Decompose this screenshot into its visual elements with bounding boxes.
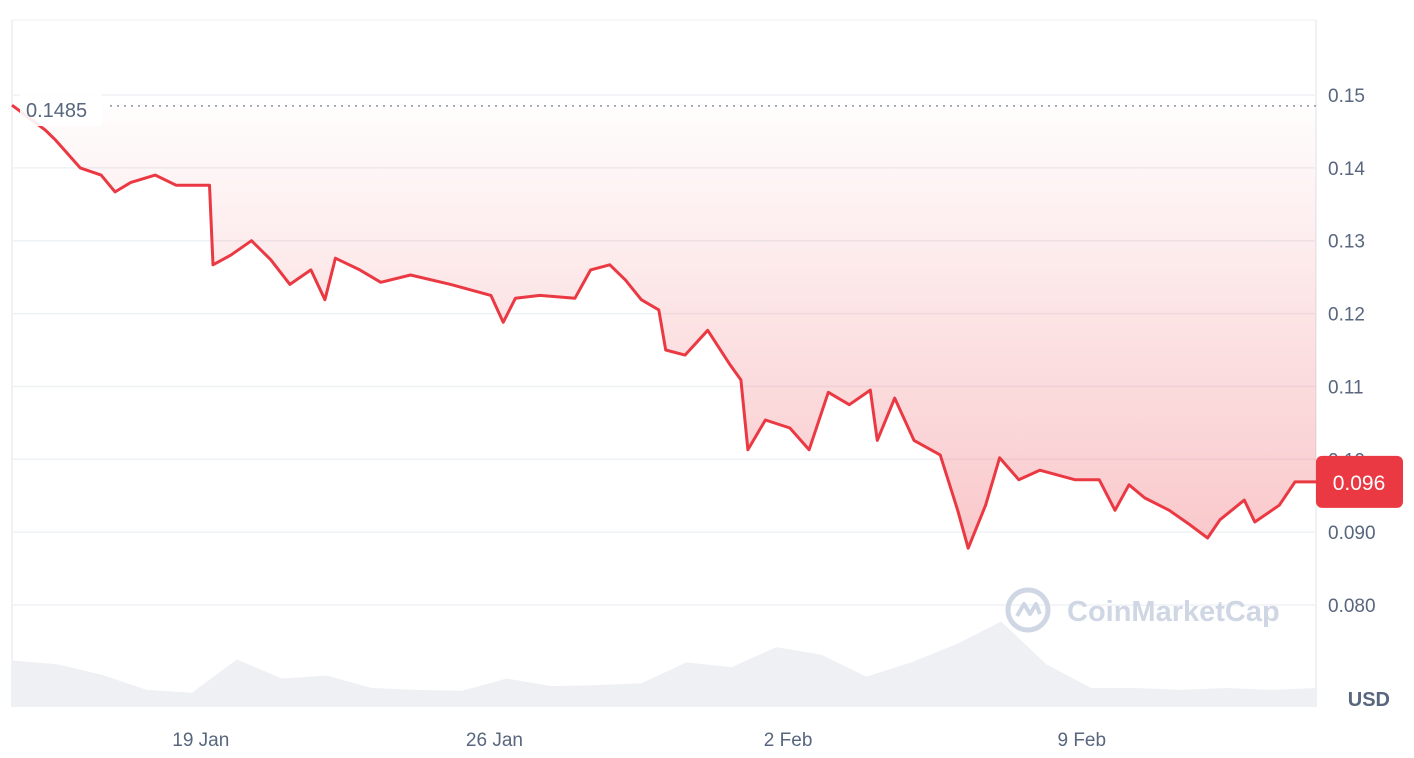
price-fill (12, 105, 1316, 549)
volume-shape (12, 621, 1316, 707)
price-line (11, 103, 1316, 550)
y-tick-label: 0.11 (1328, 377, 1364, 398)
x-axis: 19 Jan 26 Jan 2 Feb 9 Feb (172, 730, 1106, 751)
x-tick-label: 2 Feb (764, 730, 813, 751)
reference-label: 0.1485 (20, 92, 102, 126)
watermark-text: CoinMarketCap (1067, 596, 1280, 628)
y-tick-label: 0.090 (1328, 523, 1376, 544)
y-tick-label: 0.080 (1328, 596, 1376, 617)
current-price-value: 0.096 (1333, 472, 1386, 495)
currency-unit: USD (1348, 689, 1390, 711)
x-tick-label: 19 Jan (172, 730, 229, 751)
reference-value: 0.1485 (26, 100, 87, 122)
x-tick-label: 9 Feb (1057, 730, 1106, 751)
y-tick-label: 0.14 (1328, 159, 1365, 180)
y-tick-label: 0.13 (1328, 232, 1365, 253)
y-tick-label: 0.12 (1328, 305, 1365, 326)
current-price-badge: 0.096 (1316, 455, 1403, 508)
watermark: CoinMarketCap (1005, 587, 1280, 633)
y-tick-label: 0.15 (1328, 86, 1365, 107)
volume-area (12, 621, 1316, 707)
x-tick-label: 26 Jan (466, 730, 523, 751)
coinmarketcap-logo-icon (1005, 587, 1051, 633)
